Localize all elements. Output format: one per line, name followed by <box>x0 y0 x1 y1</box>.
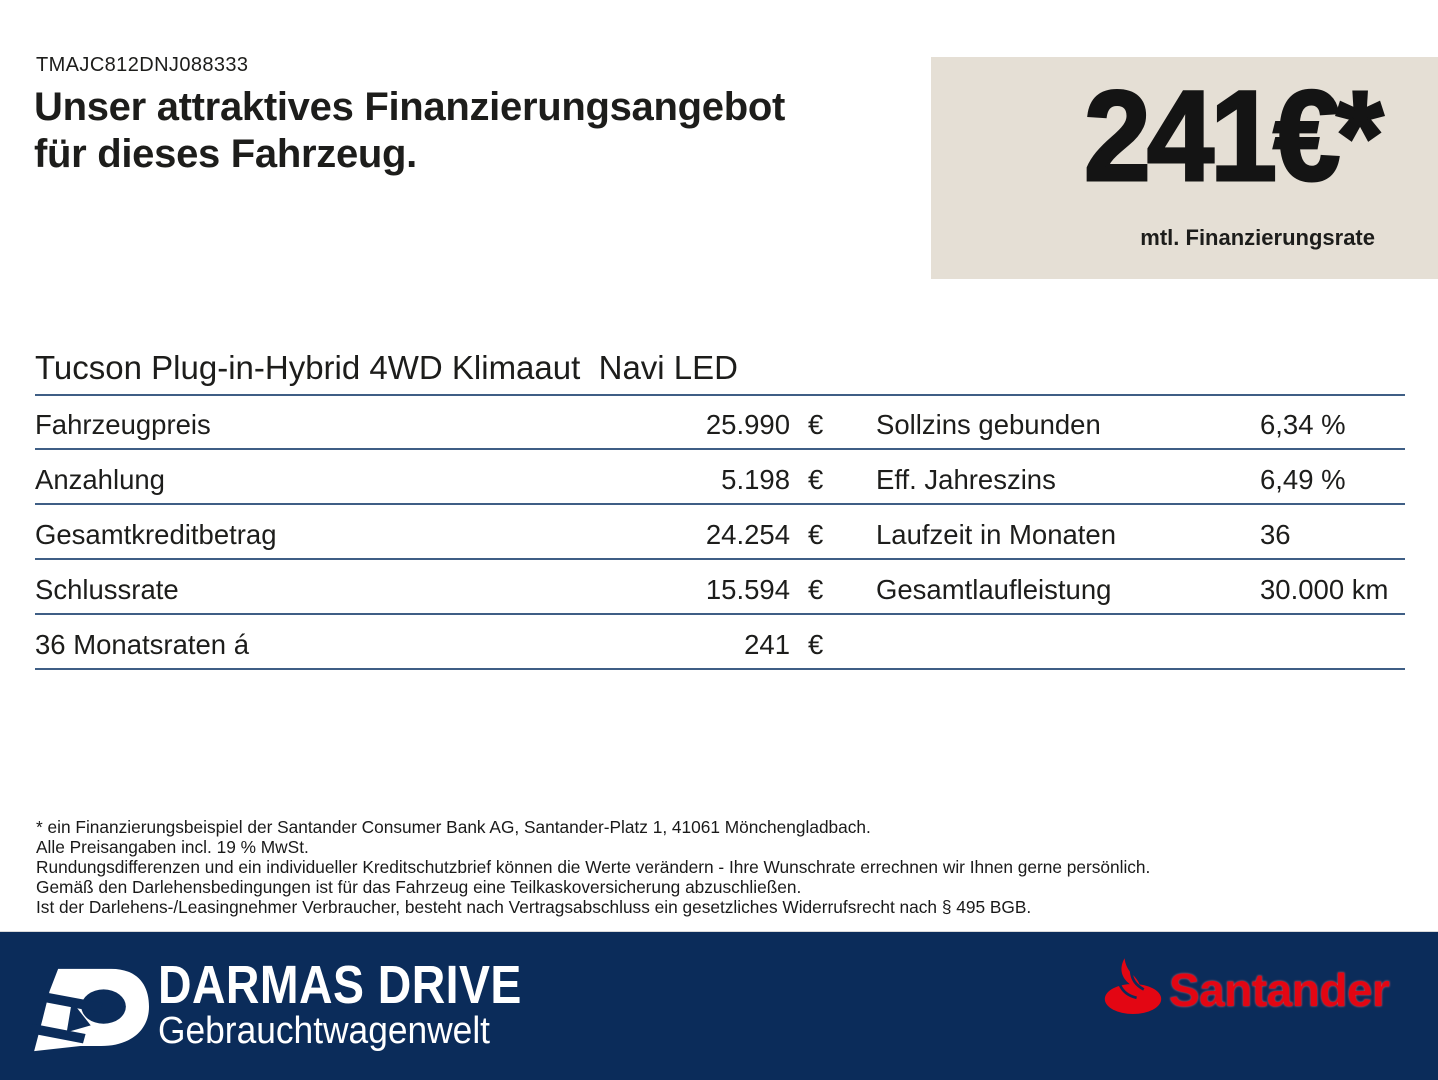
finance-label: 36 Monatsraten á <box>35 629 250 660</box>
financing-table: Fahrzeugpreis 25.990 € Sollzins gebunden… <box>35 395 1405 670</box>
finance-unit: € <box>808 464 824 495</box>
finance-unit: € <box>808 629 824 660</box>
disclaimer: * ein Finanzierungsbeispiel der Santande… <box>36 817 1150 917</box>
dealer-name: DARMAS DRIVE <box>158 955 522 1015</box>
finance-value: 24.254 <box>705 519 790 550</box>
finance-value: 15.594 <box>705 574 790 605</box>
finance-label: Eff. Jahreszins <box>876 464 1056 495</box>
offer-heading: Unser attraktives Finanzierungsangebot f… <box>34 84 785 178</box>
disclaimer-line: * ein Finanzierungsbeispiel der Santande… <box>36 817 871 837</box>
monthly-rate-box: 241€* mtl. Finanzierungsrate <box>931 57 1438 279</box>
darmas-drive-logo-d-icon <box>28 962 150 1052</box>
finance-unit: € <box>808 574 824 605</box>
vehicle-title: Tucson Plug-in-Hybrid 4WD Klimaaut Navi … <box>35 349 1405 396</box>
finance-value: 25.990 <box>705 409 790 440</box>
table-row: Schlussrate 15.594 € Gesamtlaufleistung … <box>35 560 1405 615</box>
finance-unit: € <box>808 519 824 550</box>
offer-heading-line-1: Unser attraktives Finanzierungsangebot <box>34 85 786 129</box>
santander-wordmark: Santander <box>1169 964 1390 1016</box>
disclaimer-line: Gemäß den Darlehensbedingungen ist für d… <box>36 877 802 897</box>
finance-value: 6,49 % <box>1260 464 1346 495</box>
disclaimer-line: Alle Preisangaben incl. 19 % MwSt. <box>36 837 309 857</box>
finance-value: 6,34 % <box>1260 409 1346 440</box>
finance-value: 241 <box>744 629 790 660</box>
finance-value: 30.000 km <box>1260 574 1389 605</box>
finance-label: Anzahlung <box>35 464 165 495</box>
finance-label: Laufzeit in Monaten <box>876 519 1117 550</box>
table-row: 36 Monatsraten á 241 € <box>35 615 1405 670</box>
finance-value: 5.198 <box>721 464 790 495</box>
table-row: Fahrzeugpreis 25.990 € Sollzins gebunden… <box>35 395 1405 450</box>
dealer-subtitle: Gebrauchtwagenwelt <box>158 1010 491 1052</box>
finance-label: Sollzins gebunden <box>876 409 1101 440</box>
santander-logo: Santander <box>1103 956 1390 1018</box>
santander-flame-icon <box>1104 958 1162 1014</box>
monthly-rate-label: mtl. Finanzierungsrate <box>1140 225 1375 250</box>
finance-label: Gesamtlaufleistung <box>876 574 1112 605</box>
finance-unit: € <box>808 409 824 440</box>
footer-bar: DARMAS DRIVE Gebrauchtwagenwelt Santande… <box>0 931 1438 1080</box>
disclaimer-line: Ist der Darlehens-/Leasingnehmer Verbrau… <box>36 897 1032 917</box>
vin-number: TMAJC812DNJ088333 <box>36 54 249 76</box>
table-row: Gesamtkreditbetrag 24.254 € Laufzeit in … <box>35 505 1405 560</box>
disclaimer-line: Rundungsdifferenzen und ein individuelle… <box>36 857 1151 877</box>
finance-label: Fahrzeugpreis <box>35 409 211 440</box>
monthly-rate-value: 241€* <box>1083 65 1385 208</box>
finance-label: Gesamtkreditbetrag <box>35 519 277 550</box>
offer-heading-line-2: für dieses Fahrzeug. <box>34 132 417 177</box>
finance-label: Schlussrate <box>35 574 179 605</box>
finance-value: 36 <box>1260 519 1291 550</box>
table-row: Anzahlung 5.198 € Eff. Jahreszins 6,49 % <box>35 450 1405 505</box>
